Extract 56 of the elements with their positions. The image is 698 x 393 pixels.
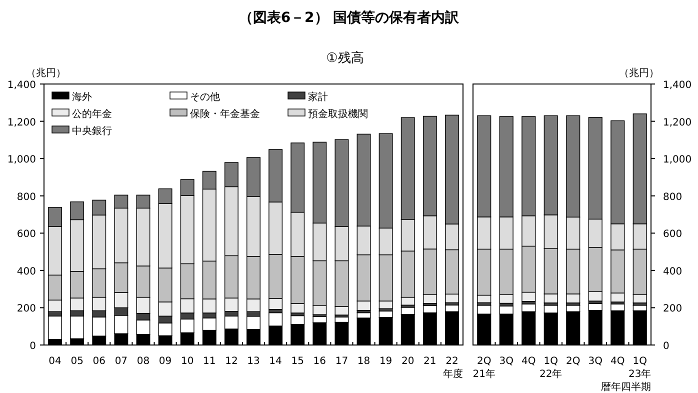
x-tick-label: 4Q: [522, 356, 536, 367]
y-tick-label: 200: [16, 304, 36, 315]
x-tick-label: 07: [114, 356, 128, 367]
x-axis-title: 年度: [443, 368, 463, 380]
x-tick-label: 22: [446, 356, 458, 367]
legend-label: 海外: [72, 91, 92, 103]
x-tick-label: 13: [247, 356, 260, 367]
legend-label: 預金取扱機関: [308, 108, 368, 120]
y-tick-label: 1,200: [7, 117, 36, 128]
legend-label: その他: [190, 91, 220, 103]
y-tick-label: 600: [16, 229, 36, 240]
x-tick-label: 18: [357, 356, 370, 367]
x-tick-label: 2Q 21年: [472, 356, 496, 380]
y2-axis-title: （兆円）: [619, 67, 659, 79]
y2-tick-label: 1,200: [663, 117, 692, 128]
legend-label: 保険・年金基金: [190, 108, 260, 120]
y-tick-label: 800: [16, 192, 36, 203]
y-tick-label: 1,400: [7, 80, 36, 91]
x-tick-label: 17: [335, 356, 348, 367]
x-tick-label: 15: [291, 356, 304, 367]
x-tick-label: 19: [379, 356, 392, 367]
y2-tick-label: 1,000: [663, 154, 692, 166]
x-tick-label: 16: [313, 356, 326, 367]
x-tick-label: 3Q: [588, 356, 603, 367]
y2-tick-label: 400: [663, 266, 682, 278]
legend-label: 家計: [308, 91, 328, 103]
x-tick-label: 08: [136, 356, 150, 367]
x-tick-label: 4Q: [610, 356, 625, 367]
chart-title: （図表6－2） 国債等の保有者内訳: [238, 10, 460, 26]
x-tick-label: 12: [225, 356, 238, 367]
x-axis-title: 暦年四半期: [601, 381, 651, 393]
x-tick-label: 10: [180, 356, 194, 367]
y-tick-label: 400: [16, 266, 36, 278]
chart-subtitle: ①残高: [326, 50, 364, 66]
x-tick-label: 04: [48, 356, 62, 367]
y2-tick-label: 600: [663, 229, 682, 240]
x-tick-label: 05: [70, 356, 84, 367]
y2-tick-label: 0: [663, 341, 670, 352]
y2-tick-label: 800: [663, 192, 682, 203]
x-tick-label: 1Q 22年: [540, 356, 562, 380]
y2-tick-label: 1,400: [663, 80, 692, 91]
x-tick-label: 21: [424, 356, 436, 367]
legend-label: 中央銀行: [72, 125, 112, 137]
x-tick-label: 1Q 23年: [628, 356, 652, 380]
x-tick-label: 09: [158, 356, 172, 367]
y-tick-label: 0: [30, 341, 36, 352]
x-tick-label: 11: [203, 356, 216, 367]
x-tick-label: 14: [269, 356, 282, 367]
legend-label: 公的年金: [72, 108, 112, 120]
x-tick-label: 06: [92, 356, 106, 367]
x-tick-label: 3Q: [499, 356, 514, 367]
x-tick-label: 2Q: [566, 356, 580, 367]
y2-tick-label: 200: [663, 304, 682, 315]
y-axis-title: （兆円）: [26, 67, 66, 79]
y-tick-label: 1,000: [7, 154, 36, 166]
x-tick-label: 20: [402, 356, 414, 367]
